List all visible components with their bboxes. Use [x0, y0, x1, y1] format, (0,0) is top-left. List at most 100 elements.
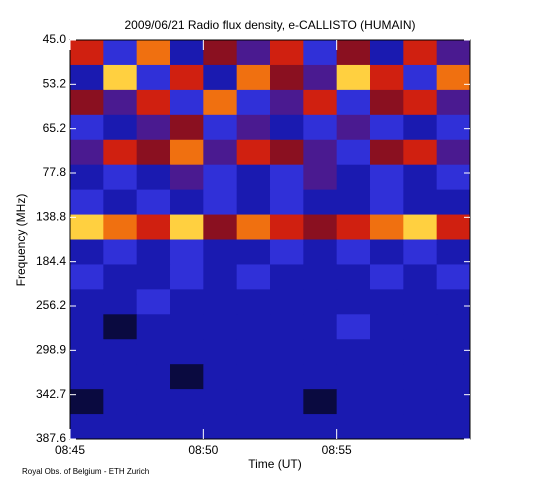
- cell: [270, 314, 304, 340]
- cell: [403, 314, 438, 340]
- cell: [103, 189, 138, 216]
- cell: [70, 239, 104, 265]
- cell: [136, 114, 171, 141]
- cell: [203, 139, 238, 166]
- cell: [236, 289, 271, 315]
- cell: [136, 364, 171, 390]
- cell: [370, 364, 404, 390]
- cell: [403, 214, 438, 240]
- cell: [403, 189, 438, 216]
- cell: [403, 289, 438, 315]
- cell: [170, 314, 204, 340]
- cell: [370, 214, 404, 240]
- cell: [370, 389, 404, 415]
- cell: [203, 164, 238, 191]
- y-tick-label: 77.8: [43, 165, 67, 179]
- cell: [336, 89, 371, 116]
- cell: [70, 214, 104, 240]
- cell: [236, 239, 271, 265]
- cell: [370, 239, 404, 265]
- cell: [203, 189, 238, 216]
- cell: [136, 264, 171, 290]
- cell: [370, 89, 404, 116]
- cell: [270, 389, 304, 415]
- cell: [136, 164, 171, 191]
- cell: [236, 339, 271, 365]
- cell: [203, 364, 238, 390]
- cell: [170, 339, 204, 365]
- cell: [403, 364, 438, 390]
- cell: [370, 64, 404, 91]
- cell: [70, 64, 104, 91]
- cell: [303, 214, 338, 240]
- cell: [170, 264, 204, 290]
- cell: [103, 239, 138, 265]
- cell: [370, 264, 404, 290]
- cell: [436, 239, 471, 265]
- cell: [236, 139, 271, 166]
- cell: [303, 89, 338, 116]
- y-tick-label: 138.8: [36, 210, 66, 224]
- cell: [436, 164, 471, 191]
- cell: [436, 339, 471, 365]
- cell: [270, 264, 304, 290]
- x-tick-label: 08:50: [188, 443, 218, 457]
- cell: [436, 89, 471, 116]
- cell: [303, 314, 338, 340]
- cell: [103, 40, 138, 66]
- cell: [270, 214, 304, 240]
- y-tick-label: 256.2: [36, 298, 66, 312]
- plot-frame: [69, 39, 471, 440]
- cell: [170, 189, 204, 216]
- cell: [270, 164, 304, 191]
- cell: [170, 289, 204, 315]
- cell: [336, 389, 371, 415]
- y-tick-label: 298.9: [36, 343, 66, 357]
- cell: [270, 114, 304, 141]
- cell: [436, 189, 471, 216]
- cell: [170, 114, 204, 141]
- cell: [136, 189, 171, 216]
- cell: [203, 264, 238, 290]
- cell: [270, 64, 304, 91]
- cell: [303, 389, 338, 415]
- cell: [436, 264, 471, 290]
- cell: [236, 64, 271, 91]
- cell: [203, 389, 238, 415]
- cell: [336, 139, 371, 166]
- cell: [236, 414, 271, 440]
- cell: [136, 314, 171, 340]
- x-tick-label: 08:45: [55, 443, 85, 457]
- cell: [70, 264, 104, 290]
- cell: [136, 339, 171, 365]
- cell: [436, 414, 471, 440]
- cell: [403, 64, 438, 91]
- cell: [336, 189, 371, 216]
- cell: [303, 414, 338, 440]
- cell: [270, 364, 304, 390]
- cell: [403, 89, 438, 116]
- cell: [303, 364, 338, 390]
- cell: [303, 139, 338, 166]
- cell: [70, 40, 104, 66]
- cell: [136, 40, 171, 66]
- cell: [303, 64, 338, 91]
- cell: [136, 289, 171, 315]
- cell: [170, 364, 204, 390]
- cell: [103, 264, 138, 290]
- cell: [70, 339, 104, 365]
- cell: [370, 189, 404, 216]
- cell: [70, 289, 104, 315]
- cell: [136, 414, 171, 440]
- cell: [370, 314, 404, 340]
- cell: [136, 239, 171, 265]
- cell: [170, 164, 204, 191]
- cell: [103, 364, 138, 390]
- cell: [270, 239, 304, 265]
- cell: [270, 189, 304, 216]
- cell: [436, 139, 471, 166]
- cell: [403, 139, 438, 166]
- cell: [336, 364, 371, 390]
- cell: [70, 139, 104, 166]
- cell: [236, 264, 271, 290]
